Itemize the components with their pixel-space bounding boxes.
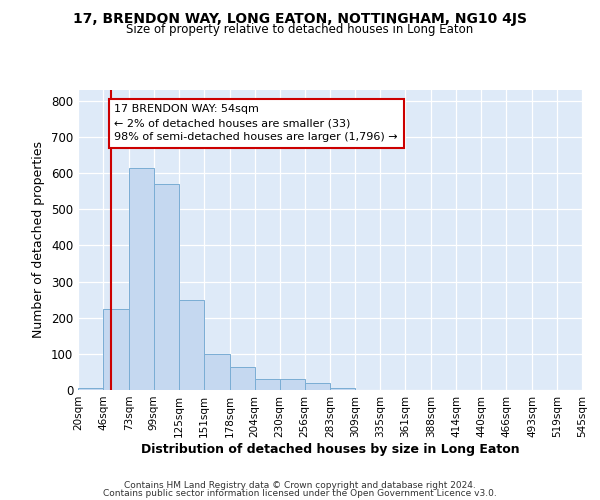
Bar xyxy=(103,308,129,390)
Text: Distribution of detached houses by size in Long Eaton: Distribution of detached houses by size … xyxy=(140,442,520,456)
Bar xyxy=(78,388,103,390)
Y-axis label: Number of detached properties: Number of detached properties xyxy=(32,142,46,338)
Bar xyxy=(331,388,355,390)
Bar xyxy=(254,379,280,390)
Bar xyxy=(305,384,331,390)
Bar xyxy=(230,366,254,390)
Text: Contains HM Land Registry data © Crown copyright and database right 2024.: Contains HM Land Registry data © Crown c… xyxy=(124,481,476,490)
Text: Size of property relative to detached houses in Long Eaton: Size of property relative to detached ho… xyxy=(127,24,473,36)
Bar xyxy=(204,354,230,390)
Bar xyxy=(179,300,204,390)
Bar xyxy=(280,379,305,390)
Bar xyxy=(129,168,154,390)
Text: Contains public sector information licensed under the Open Government Licence v3: Contains public sector information licen… xyxy=(103,489,497,498)
Text: 17 BRENDON WAY: 54sqm
← 2% of detached houses are smaller (33)
98% of semi-detac: 17 BRENDON WAY: 54sqm ← 2% of detached h… xyxy=(115,104,398,142)
Bar xyxy=(154,184,179,390)
Text: 17, BRENDON WAY, LONG EATON, NOTTINGHAM, NG10 4JS: 17, BRENDON WAY, LONG EATON, NOTTINGHAM,… xyxy=(73,12,527,26)
